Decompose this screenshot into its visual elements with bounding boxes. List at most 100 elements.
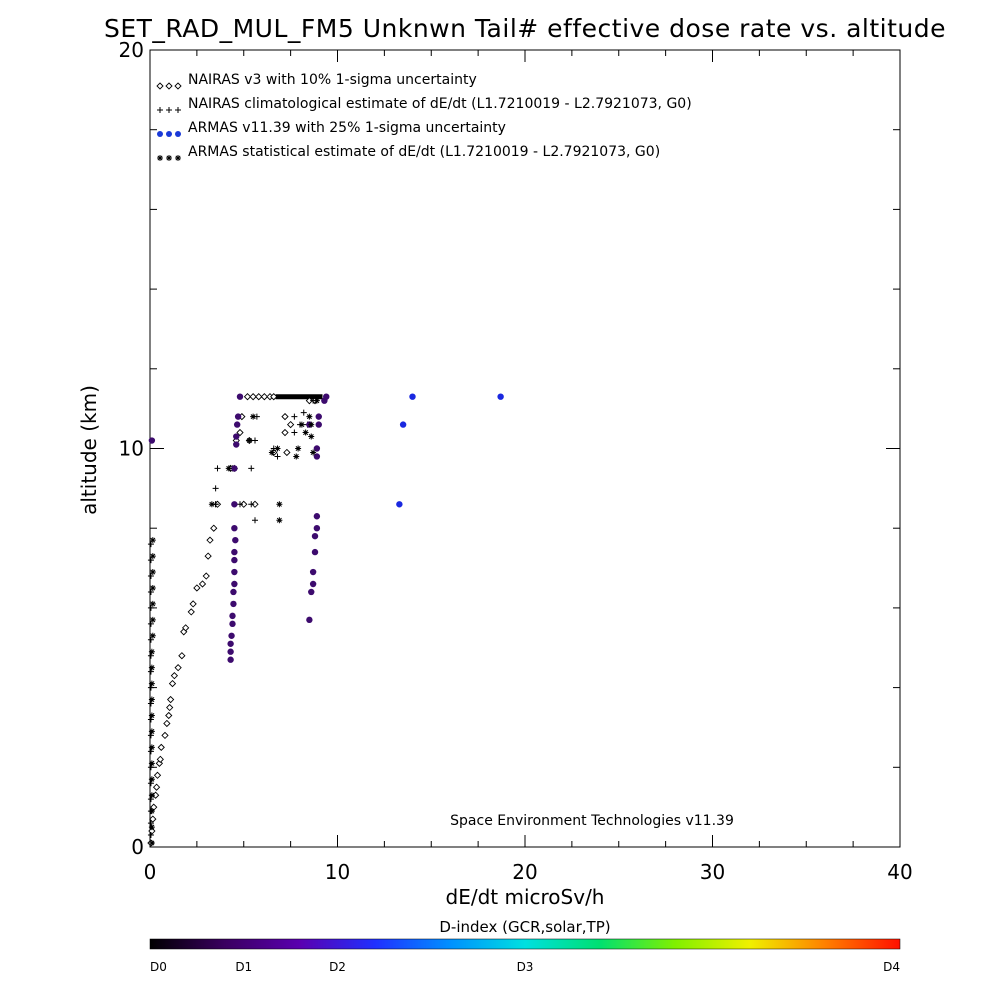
nairas-climatological-point [248, 465, 255, 472]
nairas-point [156, 755, 164, 763]
nairas-point [255, 393, 263, 401]
armas-statistical-point [149, 584, 156, 591]
armas-point [233, 441, 240, 448]
nairas-point [166, 703, 174, 712]
nairas-climatological-point [147, 796, 154, 803]
armas-statistical-point [148, 648, 155, 655]
nairas-point [206, 536, 214, 544]
armas-point [228, 632, 235, 639]
armas-point [229, 612, 236, 620]
nairas-point [198, 580, 207, 588]
armas-statistical-point [310, 449, 317, 456]
armas-statistical-point [149, 616, 156, 623]
x-tick-label: 0 [144, 860, 157, 884]
armas-statistical-point [166, 155, 172, 161]
armas-statistical-point [313, 397, 320, 404]
armas-statistical-point [295, 445, 302, 452]
armas-point [309, 580, 317, 588]
armas-statistical-point [157, 155, 163, 161]
nairas-point [178, 652, 186, 660]
armas-point [227, 648, 234, 655]
nairas-climatological-point [147, 820, 154, 827]
armas-point [399, 421, 407, 428]
armas-statistical-point [148, 808, 155, 815]
nairas-climatological-point [300, 409, 307, 416]
armas-point [157, 131, 163, 137]
nairas-climatological-point [147, 652, 154, 659]
armas-statistical-point [306, 413, 313, 420]
armas-statistical-point [149, 600, 156, 607]
nairas-point [161, 731, 169, 740]
nairas-point [170, 672, 179, 680]
nairas-climatological-point [147, 748, 154, 755]
armas-point [315, 413, 322, 420]
nairas-climatological-point [147, 764, 154, 771]
legend-entry: NAIRAS climatological estimate of dE/dt … [188, 96, 692, 112]
armas-point [313, 513, 321, 520]
nairas-point [193, 584, 201, 592]
nairas-climatological-point [237, 501, 243, 508]
x-tick-label: 20 [512, 860, 537, 884]
nairas-point [157, 743, 165, 752]
armas-point [232, 536, 239, 544]
armas-point [409, 393, 416, 400]
armas-point [229, 620, 236, 628]
nairas-climatological-point [166, 107, 172, 113]
armas-point [233, 433, 240, 440]
armas-point [236, 393, 244, 400]
x-tick-labels: 0 10 20 30 40 [144, 860, 913, 884]
data-points [147, 393, 504, 847]
y-axis-label: altitude (km) [77, 385, 101, 515]
armas-point [497, 393, 504, 400]
colorbar [149, 938, 901, 950]
armas-statistical-point [276, 517, 283, 524]
nairas-point [270, 393, 278, 401]
armas-statistical-point [148, 840, 155, 847]
armas-point [148, 437, 156, 444]
nairas-point [153, 771, 162, 779]
nairas-climatological-point [147, 732, 154, 739]
armas-statistical-point [149, 537, 156, 544]
nairas-climatological-point [147, 716, 154, 723]
legend-entry: ARMAS v11.39 with 25% 1-sigma uncertaint… [188, 120, 506, 136]
armas-statistical-point [298, 421, 305, 428]
nairas-point [260, 393, 269, 401]
nairas-point [305, 397, 314, 405]
colorbar-label: D0 [150, 960, 167, 974]
armas-point [230, 600, 237, 608]
armas-point [234, 413, 242, 420]
armas-statistical-point [293, 453, 300, 460]
armas-point [227, 640, 234, 647]
armas-point [323, 393, 330, 400]
armas-statistical-point [148, 792, 155, 799]
nairas-climatological-point [214, 465, 221, 472]
armas-point [313, 445, 321, 452]
armas-statistical-point [148, 744, 155, 751]
armas-statistical-point [208, 501, 215, 508]
armas-point [313, 453, 321, 460]
nairas-climatological-point [252, 437, 258, 444]
x-tick-label: 30 [700, 860, 725, 884]
nairas-climatological-point [248, 501, 255, 508]
x-tick-label: 40 [887, 860, 912, 884]
y-tick-label: 10 [119, 437, 144, 461]
nairas-climatological-point [147, 832, 154, 839]
nairas-point [163, 719, 171, 728]
y-tick-label: 20 [119, 38, 144, 62]
nairas-point [174, 664, 182, 672]
nairas-point [286, 420, 295, 429]
armas-point [231, 568, 238, 576]
nairas-point [236, 428, 244, 437]
colorbar-label: D3 [517, 960, 534, 974]
nairas-point [204, 552, 212, 560]
armas-point [313, 525, 321, 532]
armas-statistical-point [246, 437, 253, 444]
armas-point [231, 525, 238, 532]
nairas-point [281, 412, 289, 421]
armas-statistical-point [148, 696, 155, 703]
nairas-climatological-point [274, 453, 281, 460]
nairas-point [152, 783, 161, 791]
axis-ticks [149, 49, 901, 848]
armas-statistical-point [276, 501, 283, 508]
nairas-climatological-point [157, 107, 163, 113]
